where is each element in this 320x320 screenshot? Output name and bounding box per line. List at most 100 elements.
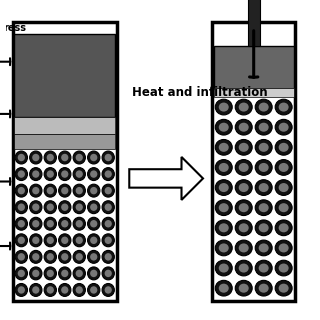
Ellipse shape bbox=[61, 204, 68, 211]
Ellipse shape bbox=[275, 119, 292, 135]
Ellipse shape bbox=[88, 217, 100, 230]
Bar bbox=[14, 34, 116, 117]
Ellipse shape bbox=[90, 286, 97, 294]
Ellipse shape bbox=[30, 284, 42, 296]
Ellipse shape bbox=[18, 220, 25, 228]
Ellipse shape bbox=[105, 204, 112, 211]
Ellipse shape bbox=[59, 217, 71, 230]
Ellipse shape bbox=[47, 270, 54, 277]
Ellipse shape bbox=[32, 286, 39, 294]
Ellipse shape bbox=[30, 250, 42, 263]
Ellipse shape bbox=[219, 203, 229, 212]
Ellipse shape bbox=[255, 240, 272, 256]
Ellipse shape bbox=[18, 270, 25, 277]
Ellipse shape bbox=[279, 284, 289, 293]
Ellipse shape bbox=[235, 200, 252, 216]
Ellipse shape bbox=[90, 220, 97, 228]
Ellipse shape bbox=[219, 102, 229, 112]
Ellipse shape bbox=[235, 280, 252, 296]
Ellipse shape bbox=[279, 102, 289, 112]
Ellipse shape bbox=[59, 250, 71, 263]
Ellipse shape bbox=[61, 170, 68, 178]
Ellipse shape bbox=[18, 154, 25, 161]
Ellipse shape bbox=[90, 253, 97, 260]
Ellipse shape bbox=[15, 250, 28, 263]
Ellipse shape bbox=[239, 163, 249, 172]
Ellipse shape bbox=[102, 151, 114, 164]
Ellipse shape bbox=[32, 204, 39, 211]
Polygon shape bbox=[129, 157, 203, 200]
Ellipse shape bbox=[279, 244, 289, 252]
Ellipse shape bbox=[90, 270, 97, 277]
Bar bbox=[14, 117, 116, 134]
Ellipse shape bbox=[61, 286, 68, 294]
Ellipse shape bbox=[235, 220, 252, 236]
Ellipse shape bbox=[61, 154, 68, 161]
Ellipse shape bbox=[30, 267, 42, 280]
Ellipse shape bbox=[18, 253, 25, 260]
Ellipse shape bbox=[47, 154, 54, 161]
Ellipse shape bbox=[275, 99, 292, 115]
Ellipse shape bbox=[15, 284, 28, 296]
Ellipse shape bbox=[47, 204, 54, 211]
Ellipse shape bbox=[73, 168, 85, 180]
Ellipse shape bbox=[44, 168, 56, 180]
Ellipse shape bbox=[219, 163, 229, 172]
Ellipse shape bbox=[59, 168, 71, 180]
Ellipse shape bbox=[235, 99, 252, 115]
Ellipse shape bbox=[102, 250, 114, 263]
Ellipse shape bbox=[76, 253, 83, 260]
Ellipse shape bbox=[44, 184, 56, 197]
Ellipse shape bbox=[32, 253, 39, 260]
Bar bbox=[214, 46, 294, 89]
Ellipse shape bbox=[279, 203, 289, 212]
Ellipse shape bbox=[90, 236, 97, 244]
Ellipse shape bbox=[235, 160, 252, 175]
Ellipse shape bbox=[275, 240, 292, 256]
Ellipse shape bbox=[30, 168, 42, 180]
Ellipse shape bbox=[239, 183, 249, 192]
Ellipse shape bbox=[76, 236, 83, 244]
Ellipse shape bbox=[235, 140, 252, 155]
Ellipse shape bbox=[239, 102, 249, 112]
Ellipse shape bbox=[219, 223, 229, 232]
Ellipse shape bbox=[30, 234, 42, 247]
Ellipse shape bbox=[90, 187, 97, 194]
Ellipse shape bbox=[76, 270, 83, 277]
Ellipse shape bbox=[73, 201, 85, 214]
Ellipse shape bbox=[275, 160, 292, 175]
Ellipse shape bbox=[15, 267, 28, 280]
Ellipse shape bbox=[44, 234, 56, 247]
Ellipse shape bbox=[215, 160, 232, 175]
Ellipse shape bbox=[44, 250, 56, 263]
Ellipse shape bbox=[239, 223, 249, 232]
Ellipse shape bbox=[73, 217, 85, 230]
Ellipse shape bbox=[215, 280, 232, 296]
Bar bbox=[214, 88, 294, 97]
Ellipse shape bbox=[15, 151, 28, 164]
Ellipse shape bbox=[239, 264, 249, 273]
Text: ress: ress bbox=[3, 23, 26, 33]
Ellipse shape bbox=[30, 217, 42, 230]
Ellipse shape bbox=[15, 234, 28, 247]
Ellipse shape bbox=[235, 180, 252, 196]
Ellipse shape bbox=[30, 184, 42, 197]
Ellipse shape bbox=[32, 270, 39, 277]
Ellipse shape bbox=[105, 253, 112, 260]
Ellipse shape bbox=[73, 250, 85, 263]
Ellipse shape bbox=[44, 151, 56, 164]
Ellipse shape bbox=[90, 154, 97, 161]
Ellipse shape bbox=[239, 284, 249, 293]
Ellipse shape bbox=[47, 187, 54, 194]
Ellipse shape bbox=[90, 170, 97, 178]
Ellipse shape bbox=[102, 267, 114, 280]
Ellipse shape bbox=[215, 119, 232, 135]
Ellipse shape bbox=[18, 286, 25, 294]
Ellipse shape bbox=[88, 168, 100, 180]
Ellipse shape bbox=[61, 187, 68, 194]
Ellipse shape bbox=[219, 284, 229, 293]
Ellipse shape bbox=[219, 264, 229, 273]
Ellipse shape bbox=[44, 201, 56, 214]
Ellipse shape bbox=[61, 236, 68, 244]
Ellipse shape bbox=[44, 217, 56, 230]
